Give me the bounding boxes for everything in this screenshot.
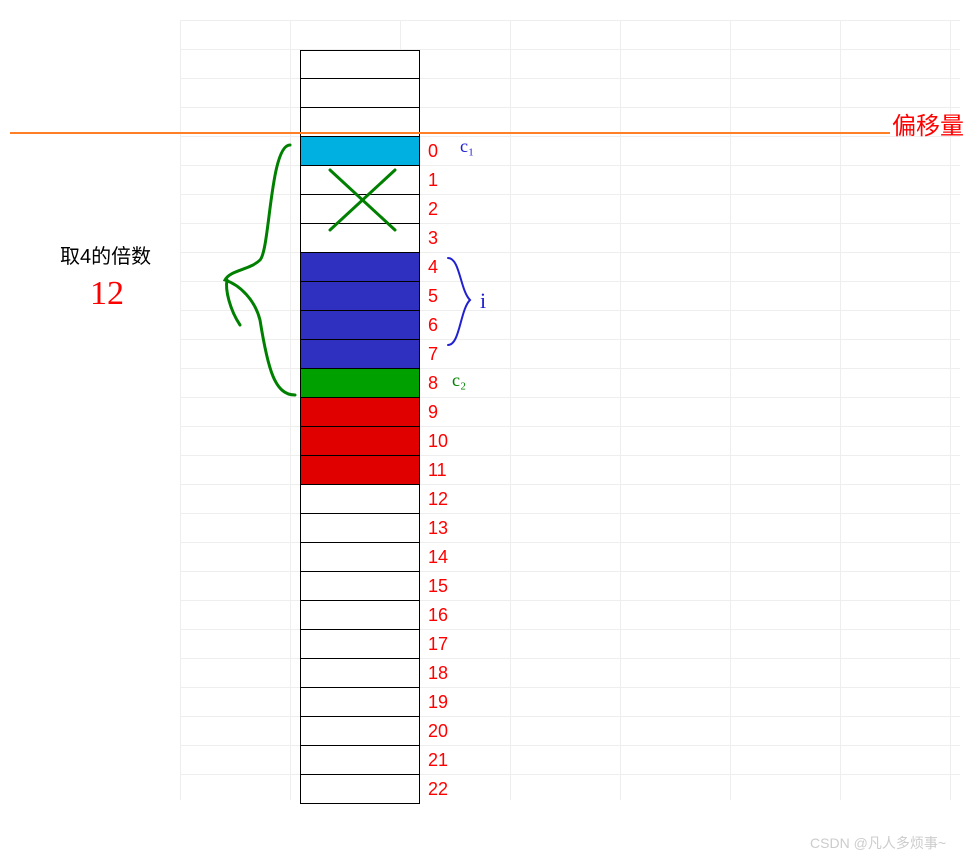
offset-number: 20: [428, 721, 448, 742]
offset-number: 16: [428, 605, 448, 626]
grid-background: [180, 20, 960, 800]
offset-heading: 偏移量: [892, 106, 964, 141]
c2-label: c₂: [452, 370, 466, 391]
offset-number: 8: [428, 373, 438, 394]
memory-cell: [300, 659, 420, 688]
offset-number: 13: [428, 518, 448, 539]
offset-number: 22: [428, 779, 448, 800]
memory-cell: [300, 630, 420, 659]
offset-number: 1: [428, 170, 438, 191]
memory-cell: [300, 688, 420, 717]
offset-number: 7: [428, 344, 438, 365]
memory-cell: [300, 311, 420, 340]
memory-cell: [300, 775, 420, 804]
memory-cell: [300, 253, 420, 282]
memory-cell: [300, 427, 420, 456]
memory-cell: [300, 166, 420, 195]
memory-cell: [300, 137, 420, 166]
left-annotation-text: 取4的倍数: [60, 240, 151, 269]
memory-cell: [300, 456, 420, 485]
offset-number: 17: [428, 634, 448, 655]
memory-column: [300, 50, 420, 804]
memory-cell: [300, 195, 420, 224]
offset-number: 10: [428, 431, 448, 452]
offset-number: 15: [428, 576, 448, 597]
memory-cell: [300, 224, 420, 253]
offset-number: 9: [428, 402, 438, 423]
memory-cell: [300, 79, 420, 108]
memory-cell: [300, 717, 420, 746]
offset-line: [10, 132, 890, 134]
memory-cell: [300, 514, 420, 543]
offset-number: 5: [428, 286, 438, 307]
offset-number: 0: [428, 141, 438, 162]
offset-number: 14: [428, 547, 448, 568]
memory-cell: [300, 572, 420, 601]
offset-number: 21: [428, 750, 448, 771]
memory-cell: [300, 485, 420, 514]
i-label: i: [480, 288, 486, 314]
offset-number: 4: [428, 257, 438, 278]
offset-number: 18: [428, 663, 448, 684]
offset-number: 19: [428, 692, 448, 713]
struct-size-twelve: 12: [90, 275, 124, 313]
memory-cell: [300, 543, 420, 572]
offset-number: 12: [428, 489, 448, 510]
csdn-watermark: CSDN @凡人多烦事~: [810, 833, 946, 853]
memory-cell: [300, 340, 420, 369]
memory-cell: [300, 601, 420, 630]
memory-cell: [300, 50, 420, 79]
memory-cell: [300, 398, 420, 427]
memory-cell: [300, 746, 420, 775]
memory-cell: [300, 282, 420, 311]
offset-number: 2: [428, 199, 438, 220]
c1-label: c₁: [460, 136, 474, 157]
memory-cell: [300, 369, 420, 398]
offset-number: 3: [428, 228, 438, 249]
offset-number: 6: [428, 315, 438, 336]
offset-number: 11: [428, 460, 447, 481]
